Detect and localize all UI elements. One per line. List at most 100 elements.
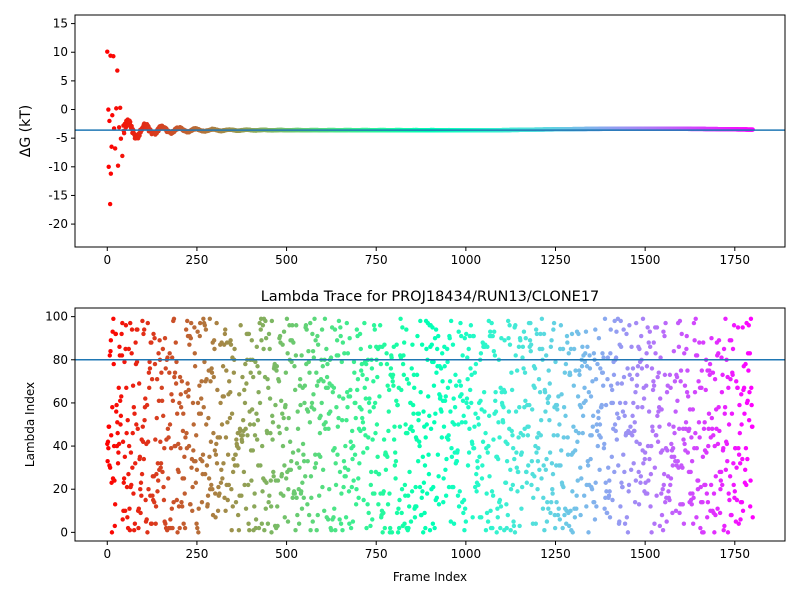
data-point bbox=[362, 385, 367, 391]
data-point bbox=[134, 359, 140, 365]
data-point bbox=[121, 480, 126, 485]
data-point bbox=[748, 504, 753, 509]
data-point bbox=[244, 381, 249, 386]
data-point bbox=[512, 530, 518, 535]
data-point bbox=[619, 480, 624, 485]
data-point bbox=[170, 525, 175, 531]
data-point bbox=[360, 420, 366, 425]
data-point bbox=[218, 400, 223, 406]
data-point bbox=[699, 385, 704, 391]
data-point bbox=[263, 318, 268, 324]
data-point bbox=[694, 353, 700, 358]
data-point bbox=[545, 400, 551, 406]
data-point bbox=[638, 474, 644, 479]
data-point bbox=[520, 344, 526, 350]
data-point bbox=[619, 381, 625, 386]
data-point bbox=[350, 456, 355, 462]
data-point bbox=[639, 333, 644, 339]
data-point bbox=[478, 398, 483, 403]
data-point bbox=[167, 370, 172, 375]
data-point bbox=[414, 504, 419, 509]
data-point bbox=[473, 361, 479, 367]
data-point bbox=[550, 491, 555, 496]
data-point bbox=[320, 467, 326, 473]
data-point bbox=[466, 405, 471, 410]
data-point bbox=[114, 409, 119, 414]
data-point bbox=[463, 420, 468, 425]
data-point bbox=[576, 368, 582, 373]
data-point bbox=[166, 435, 171, 440]
data-point bbox=[141, 456, 147, 462]
data-point bbox=[395, 402, 400, 408]
data-point bbox=[725, 530, 731, 535]
data-point bbox=[385, 454, 390, 460]
data-point bbox=[472, 424, 477, 429]
data-point bbox=[364, 525, 369, 531]
data-point bbox=[464, 331, 469, 337]
data-point bbox=[588, 456, 593, 462]
data-point bbox=[263, 336, 269, 341]
data-point bbox=[439, 409, 444, 414]
data-point bbox=[406, 525, 411, 531]
data-point bbox=[334, 338, 340, 343]
data-point bbox=[579, 364, 585, 369]
data-point bbox=[708, 482, 714, 488]
data-point bbox=[213, 515, 218, 520]
data-point bbox=[372, 327, 377, 332]
data-point bbox=[152, 361, 158, 367]
data-point bbox=[527, 338, 533, 343]
data-point bbox=[252, 504, 257, 509]
data-point bbox=[225, 420, 230, 425]
data-point bbox=[448, 519, 453, 524]
data-point bbox=[564, 333, 570, 339]
data-point bbox=[608, 327, 613, 332]
data-point bbox=[174, 411, 180, 416]
data-point bbox=[595, 409, 601, 414]
data-point bbox=[217, 435, 223, 440]
data-point bbox=[176, 441, 181, 447]
x-tick-label: 1500 bbox=[630, 547, 661, 561]
data-point bbox=[144, 517, 149, 522]
data-point bbox=[392, 424, 397, 429]
data-point bbox=[446, 484, 452, 490]
data-point bbox=[606, 465, 611, 470]
data-point bbox=[525, 433, 531, 438]
data-point bbox=[594, 504, 599, 509]
data-point bbox=[655, 374, 660, 380]
data-point bbox=[706, 443, 711, 449]
data-point bbox=[393, 450, 398, 455]
x-tick-label: 0 bbox=[103, 547, 111, 561]
data-point bbox=[283, 402, 288, 408]
data-point bbox=[185, 318, 190, 324]
data-point bbox=[201, 405, 206, 410]
data-point bbox=[547, 417, 552, 423]
data-point bbox=[220, 364, 226, 369]
data-point bbox=[699, 368, 705, 373]
data-point bbox=[668, 476, 674, 481]
data-point bbox=[271, 474, 276, 479]
data-point bbox=[139, 471, 145, 477]
data-point bbox=[227, 415, 233, 421]
data-point bbox=[622, 413, 627, 419]
data-point bbox=[725, 458, 730, 464]
data-point bbox=[549, 461, 555, 466]
data-point bbox=[180, 504, 185, 509]
data-point bbox=[432, 420, 437, 425]
data-point bbox=[691, 521, 696, 526]
data-point bbox=[147, 385, 152, 391]
data-point bbox=[577, 372, 582, 378]
data-point bbox=[601, 355, 606, 360]
data-point bbox=[332, 446, 337, 451]
data-point bbox=[415, 333, 420, 339]
data-point bbox=[367, 396, 372, 401]
data-point bbox=[317, 430, 323, 436]
data-point bbox=[736, 452, 742, 457]
data-point bbox=[632, 420, 637, 425]
data-point bbox=[491, 437, 496, 442]
data-point bbox=[504, 525, 509, 531]
data-point bbox=[191, 448, 196, 453]
data-point bbox=[551, 320, 557, 326]
data-point bbox=[457, 489, 462, 494]
data-point bbox=[328, 409, 333, 414]
